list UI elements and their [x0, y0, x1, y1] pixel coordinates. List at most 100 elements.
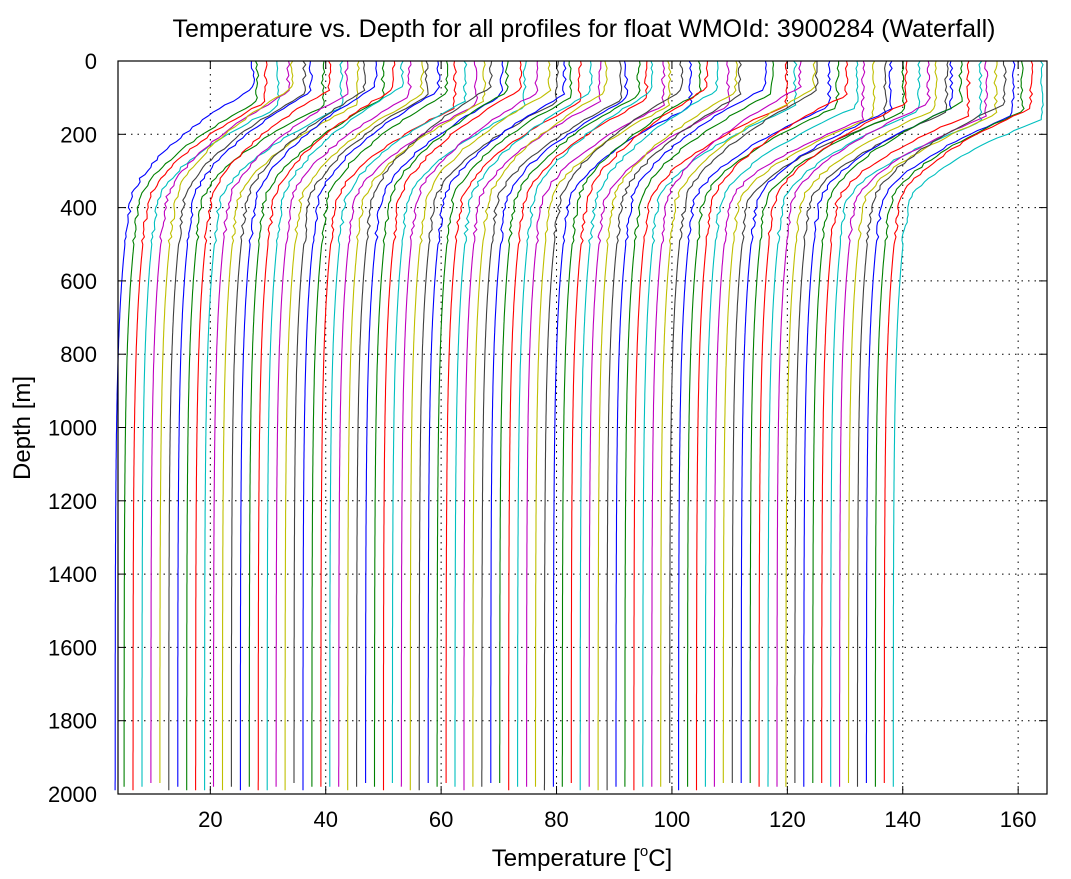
profile-line — [785, 60, 938, 787]
x-tick-label: 20 — [198, 807, 222, 832]
x-tick-label: 160 — [1000, 807, 1037, 832]
y-axis-label: Depth [m] — [9, 376, 36, 480]
y-tick-label: 1600 — [48, 635, 97, 660]
profile-line — [830, 60, 983, 787]
y-tick-label: 800 — [60, 342, 97, 367]
profile-line — [776, 60, 931, 787]
profile-line — [472, 60, 608, 787]
profile-line — [257, 60, 396, 791]
profile-line — [168, 60, 307, 791]
profile-line — [114, 60, 256, 791]
profile-line — [615, 60, 767, 787]
profile-line — [186, 60, 326, 791]
x-tick-label: 100 — [654, 807, 691, 832]
profile-lines — [114, 60, 1044, 791]
profile-line — [517, 60, 654, 787]
profile-line — [767, 60, 922, 787]
profile-line — [731, 60, 888, 783]
profile-line — [865, 60, 1016, 783]
profile-line — [552, 60, 693, 787]
y-tick-label: 0 — [85, 49, 97, 74]
profile-line — [561, 60, 702, 787]
profile-line — [123, 60, 260, 787]
profile-line — [141, 60, 281, 787]
profile-line — [856, 61, 1007, 787]
y-tick-label: 600 — [60, 269, 97, 294]
profile-line — [356, 60, 493, 787]
y-tick-label: 200 — [60, 122, 97, 147]
profile-line — [847, 61, 998, 783]
profile-line — [445, 60, 582, 783]
profile-line — [794, 60, 949, 783]
profile-line — [534, 60, 672, 787]
profile-line — [874, 60, 1025, 787]
x-axis-ticks: 20 40 60 80 100 120 140 160 — [198, 61, 1037, 832]
profile-line — [373, 60, 510, 787]
profile-line — [311, 60, 449, 787]
profile-line — [221, 60, 360, 791]
profile-line — [570, 60, 709, 783]
profile-line — [239, 60, 378, 791]
profile-line — [320, 60, 457, 787]
profile-line — [382, 60, 523, 791]
profile-line — [159, 60, 294, 783]
profile-line — [883, 60, 1034, 783]
profile-line — [803, 60, 954, 787]
profile-line — [302, 60, 441, 791]
profile-line — [427, 60, 567, 783]
profile-line — [436, 60, 573, 787]
profile-line — [839, 60, 989, 787]
profile-line — [275, 60, 412, 787]
profile-line — [704, 60, 859, 787]
y-tick-label: 1800 — [48, 709, 97, 734]
profile-line — [579, 60, 719, 791]
y-tick-label: 400 — [60, 196, 97, 221]
profile-line — [508, 60, 649, 791]
profile-line — [365, 60, 504, 783]
profile-line — [409, 60, 552, 791]
profile-line — [329, 60, 468, 787]
profile-line — [722, 60, 876, 783]
profile-line — [526, 61, 666, 787]
profile-line — [669, 60, 819, 783]
profile-line — [391, 60, 527, 783]
y-axis-ticks: 0 200 400 600 800 1000 1200 1400 1600 1800 2000 — [48, 49, 1047, 807]
profile-line — [418, 60, 559, 791]
profile-line — [821, 60, 971, 783]
profile-line — [606, 60, 742, 791]
profile-line — [695, 60, 849, 791]
profile-line — [758, 60, 908, 787]
profile-line — [543, 60, 684, 791]
profile-line — [588, 60, 731, 787]
x-tick-label: 60 — [429, 807, 453, 832]
profile-line — [713, 60, 866, 787]
profile-line — [892, 60, 1044, 787]
profile-line — [400, 60, 539, 787]
profile-line — [132, 60, 268, 791]
profile-line — [230, 60, 367, 787]
profile-line — [499, 60, 641, 783]
x-tick-label: 40 — [313, 807, 337, 832]
profile-line — [642, 60, 798, 787]
profile-line — [248, 60, 385, 787]
profile-line — [212, 60, 349, 787]
y-tick-label: 1400 — [48, 562, 97, 587]
profile-line — [749, 60, 906, 783]
chart-title: Temperature vs. Depth for all profiles f… — [172, 15, 995, 43]
profile-line — [266, 60, 404, 791]
profile-line — [740, 60, 893, 783]
profile-line — [481, 60, 623, 787]
profile-line — [490, 60, 629, 783]
profile-line — [463, 60, 602, 791]
profile-line — [624, 60, 775, 787]
y-tick-label: 1200 — [48, 489, 97, 514]
y-tick-label: 1000 — [48, 416, 97, 441]
profile-line — [812, 60, 963, 783]
profile-line — [338, 60, 479, 787]
profile-line — [597, 60, 738, 791]
profile-line — [150, 60, 291, 783]
profile-line — [347, 60, 487, 791]
profile-line — [651, 60, 802, 787]
profile-line — [454, 60, 593, 787]
